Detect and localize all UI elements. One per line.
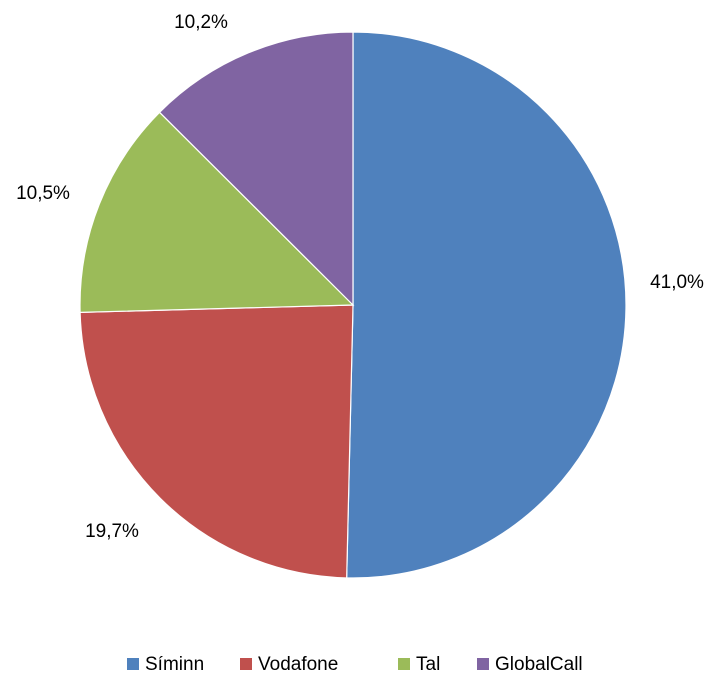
legend-label-vodafone: Vodafone — [258, 654, 338, 675]
data-label-síminn: 41,0% — [650, 272, 704, 293]
pie-slice-vodafone — [79, 304, 354, 579]
legend-item-tal: Tal — [398, 654, 440, 675]
legend-swatch-tal — [398, 658, 410, 670]
legend-label-síminn: Síminn — [145, 654, 204, 675]
legend-swatch-síminn — [127, 658, 139, 670]
legend: Síminn Vodafone Tal GlobalCall — [127, 654, 583, 675]
legend-item-globalcall: GlobalCall — [477, 654, 583, 675]
legend-item-vodafone: Vodafone — [240, 654, 338, 675]
data-labels: 41,0% 19,7% 10,5% 10,2% — [16, 12, 704, 542]
data-label-tal: 10,5% — [16, 183, 70, 204]
data-label-vodafone: 19,7% — [85, 521, 139, 542]
pie-slice-globalcall — [158, 31, 354, 307]
legend-swatch-vodafone — [240, 658, 252, 670]
pie-slices — [79, 31, 627, 579]
pie-slice-síminn — [346, 31, 627, 579]
pie-slice-tal — [79, 111, 355, 313]
legend-label-globalcall: GlobalCall — [495, 654, 583, 675]
data-label-globalcall: 10,2% — [174, 12, 228, 33]
legend-label-tal: Tal — [416, 654, 440, 675]
legend-item-síminn: Síminn — [127, 654, 204, 675]
legend-swatch-globalcall — [477, 658, 489, 670]
